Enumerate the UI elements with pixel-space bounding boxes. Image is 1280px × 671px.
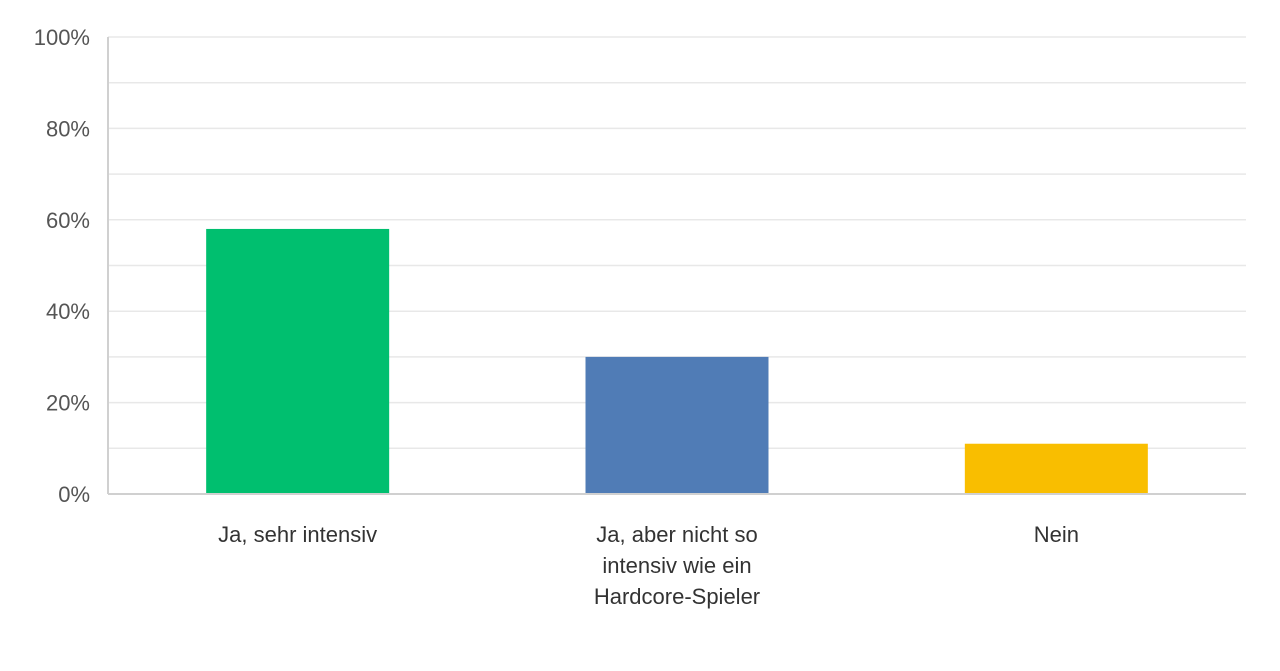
axes [107, 37, 1246, 495]
x-category-label-line: Nein [1034, 522, 1079, 547]
bar [585, 356, 769, 494]
x-category-label-line: Ja, aber nicht so [596, 522, 757, 547]
y-tick-label: 80% [46, 116, 90, 141]
bars [206, 228, 1148, 494]
x-category-label-line: Ja, sehr intensiv [218, 522, 377, 547]
bar [206, 228, 390, 494]
y-tick-label: 20% [46, 391, 90, 416]
y-tick-label: 0% [58, 482, 90, 507]
x-category-label-line: Hardcore-Spieler [594, 584, 760, 609]
x-category-label: Ja, sehr intensiv [218, 522, 377, 547]
y-axis-tick-labels: 0% 20% 40% 60% 80% 100% [34, 25, 90, 507]
x-category-label: Ja, aber nicht so intensiv wie ein Hardcor… [594, 522, 760, 609]
bar [964, 443, 1148, 494]
y-tick-label: 60% [46, 208, 90, 233]
y-tick-label: 40% [46, 299, 90, 324]
x-category-label: Nein [1034, 522, 1079, 547]
y-tick-label: 100% [34, 25, 90, 50]
x-category-label-line: intensiv wie ein [602, 553, 751, 578]
x-axis-category-labels: Ja, sehr intensiv Ja, aber nicht so intens… [218, 522, 1079, 609]
